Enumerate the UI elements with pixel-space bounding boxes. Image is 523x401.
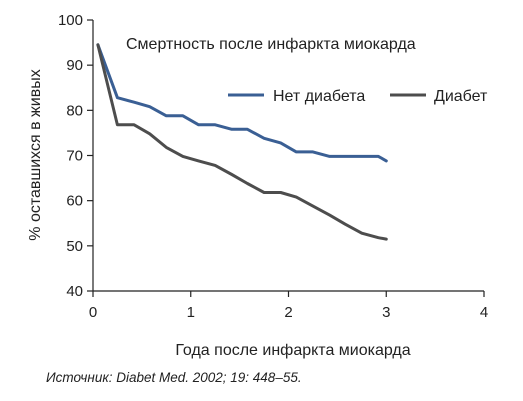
- x-tick-label: 2: [284, 304, 292, 321]
- source-note: Источник: Diabet Med. 2002; 19: 448–55.: [46, 370, 302, 385]
- x-tick-label: 1: [187, 304, 195, 321]
- legend-item-no-diabetes: Нет диабета: [228, 88, 365, 105]
- y-axis-label: % оставшихся в живых: [27, 69, 44, 240]
- y-axis: 40 50 60 70 80 90 100: [58, 12, 94, 300]
- legend: Нет диабета Диабет: [228, 88, 488, 105]
- y-tick-label: 40: [66, 283, 83, 300]
- y-tick-label: 50: [66, 238, 83, 255]
- y-tick-label: 100: [58, 12, 83, 29]
- x-tick-label: 0: [89, 304, 97, 321]
- x-tick-label: 3: [382, 304, 390, 321]
- series-line-diabetes: [96, 43, 388, 241]
- x-tick-label: 4: [480, 304, 488, 321]
- legend-label-diabetes: Диабет: [434, 88, 488, 105]
- y-tick-label: 60: [66, 193, 83, 210]
- x-axis: 0 1 2 3 4: [89, 290, 488, 321]
- legend-item-diabetes: Диабет: [390, 88, 488, 105]
- chart-title: Смертность после инфаркта миокарда: [126, 36, 416, 53]
- y-tick-label: 90: [66, 57, 83, 74]
- x-axis-label: Года после инфаркта миокарда: [175, 342, 410, 359]
- y-tick-label: 70: [66, 148, 83, 165]
- y-tick-label: 80: [66, 102, 83, 119]
- legend-label-no-diabetes: Нет диабета: [273, 88, 365, 105]
- series-line-no-diabetes: [96, 43, 388, 163]
- series-layer: [96, 43, 388, 241]
